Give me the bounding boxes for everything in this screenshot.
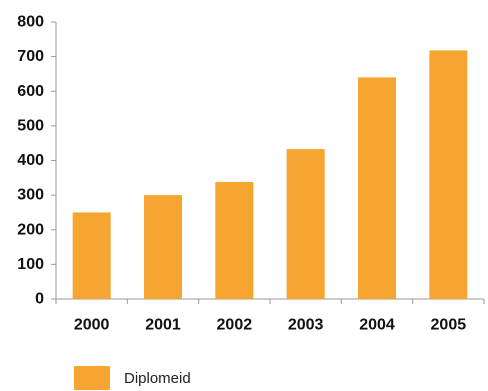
bar-2004 xyxy=(358,77,396,300)
y-tick-label: 100 xyxy=(17,256,44,273)
y-tick-label: 600 xyxy=(17,83,44,100)
x-tick-label-2001: 2001 xyxy=(145,317,181,334)
x-tick-label-2005: 2005 xyxy=(431,317,467,334)
legend-label-diplomeid: Diplomeid xyxy=(124,369,191,387)
y-tick-label: 800 xyxy=(17,14,44,31)
x-tick-label-2003: 2003 xyxy=(288,317,324,334)
bar-2005 xyxy=(429,50,468,299)
bar-2003 xyxy=(286,149,325,299)
x-tick-label-2002: 2002 xyxy=(217,317,253,334)
y-tick-label: 300 xyxy=(17,187,44,204)
legend-swatch-diplomeid xyxy=(74,366,110,390)
x-axis: 2000 2001 2002 2003 2004 2005 xyxy=(55,298,485,334)
bar-2002 xyxy=(215,181,254,299)
x-tick-label-2004: 2004 xyxy=(359,317,395,334)
bars xyxy=(72,50,468,300)
legend: Diplomeid xyxy=(74,366,191,390)
y-axis: 0 100 200 300 400 500 600 700 800 xyxy=(17,14,57,308)
y-tick-label: 500 xyxy=(17,117,44,134)
y-tick-label: 400 xyxy=(17,152,44,169)
bar-2001 xyxy=(144,195,182,299)
x-tick-label-2000: 2000 xyxy=(74,317,110,334)
y-tick-label: 200 xyxy=(17,221,44,238)
bar-2000 xyxy=(72,212,111,299)
y-tick-label: 0 xyxy=(35,291,44,308)
y-tick-label: 700 xyxy=(17,48,44,65)
